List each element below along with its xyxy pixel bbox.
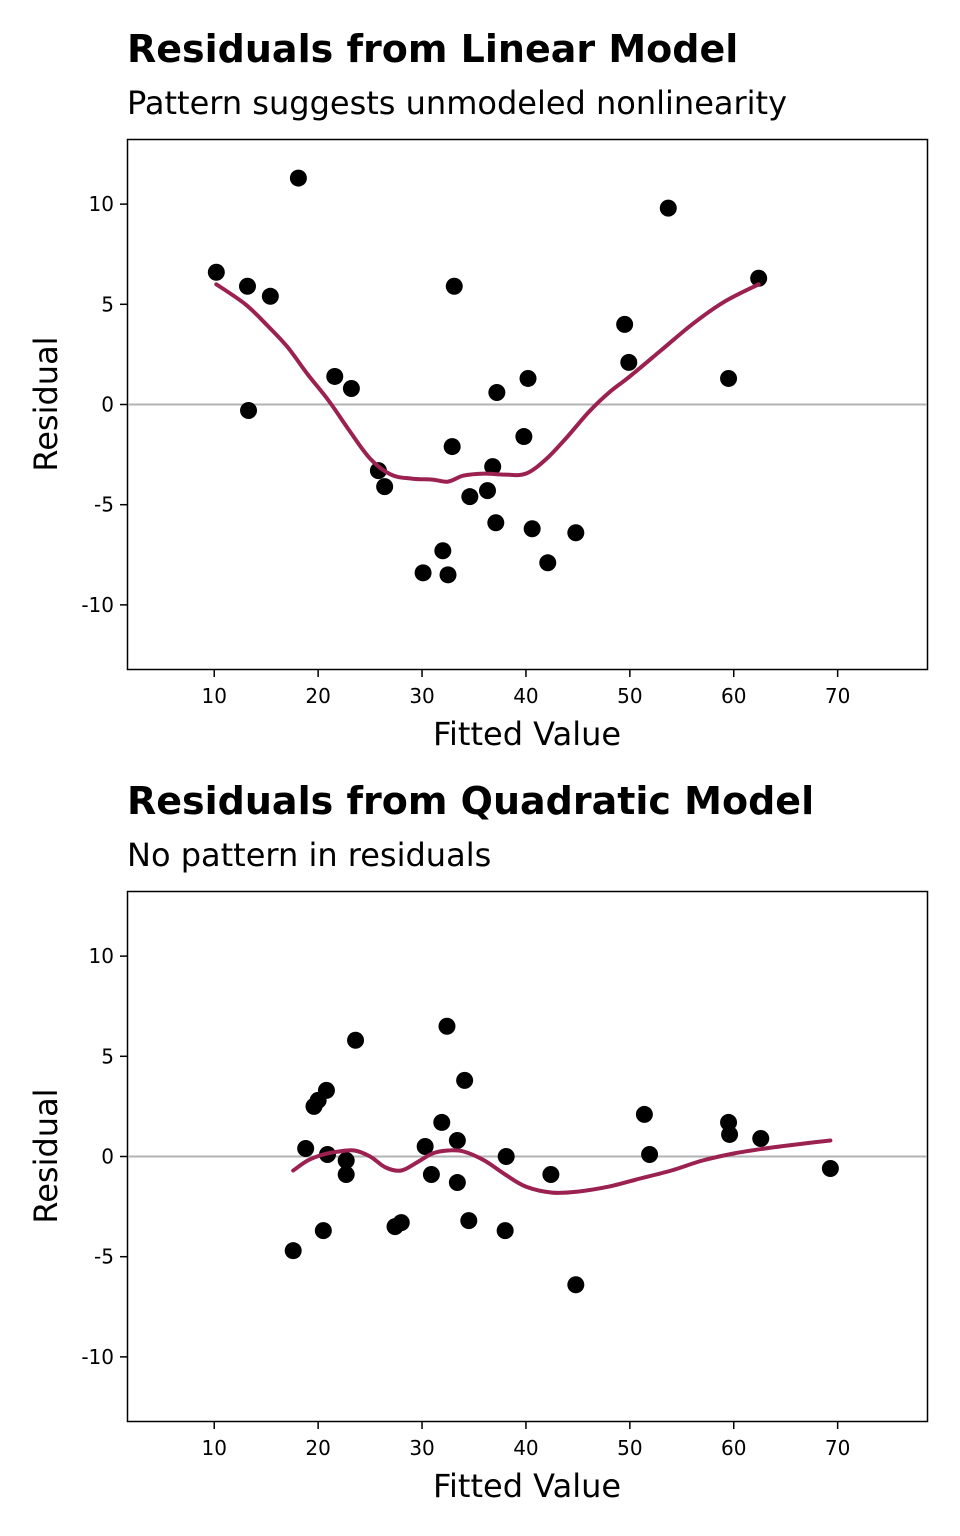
data-point <box>207 263 225 281</box>
data-point <box>720 369 738 387</box>
y-tick-label: -5 <box>94 493 114 517</box>
y-tick-label: 10 <box>89 944 114 968</box>
data-point <box>487 514 505 532</box>
data-point <box>289 169 307 187</box>
x-tick-label: 10 <box>202 1436 227 1460</box>
data-point <box>261 287 279 305</box>
data-point <box>635 1105 653 1123</box>
x-axis: 10 20 30 40 50 60 70 <box>202 669 850 708</box>
y-tick-label: 5 <box>101 292 114 316</box>
data-point <box>337 1152 355 1170</box>
data-point <box>620 353 638 371</box>
data-point <box>392 1214 410 1232</box>
data-point <box>416 1137 434 1155</box>
x-tick-label: 70 <box>825 1436 850 1460</box>
chart-subtitle: No pattern in residuals <box>127 836 491 874</box>
data-point <box>448 1131 466 1149</box>
x-tick-label: 30 <box>409 684 434 708</box>
data-point <box>488 383 506 401</box>
data-point <box>314 1222 332 1240</box>
data-point <box>422 1166 440 1184</box>
data-point <box>641 1145 659 1163</box>
x-tick-label: 40 <box>513 684 538 708</box>
data-point <box>284 1242 302 1260</box>
data-point <box>567 524 585 542</box>
data-point <box>456 1071 474 1089</box>
y-axis-title: Residual <box>27 336 65 471</box>
points <box>207 169 768 584</box>
chart-title: Residuals from Linear Model <box>127 27 738 71</box>
x-tick-label: 50 <box>617 684 642 708</box>
y-tick-label: 5 <box>101 1044 114 1068</box>
data-point <box>326 367 344 385</box>
data-point <box>484 458 502 476</box>
data-point <box>721 1125 739 1143</box>
x-tick-label: 70 <box>825 684 850 708</box>
data-point <box>750 269 768 287</box>
smooth-line <box>214 282 761 484</box>
points <box>284 1017 839 1294</box>
data-point <box>240 402 258 420</box>
data-point <box>567 1276 585 1294</box>
x-axis-title: Fitted Value <box>433 715 621 753</box>
data-point <box>369 462 387 480</box>
y-tick-label: 0 <box>101 393 114 417</box>
x-tick-label: 20 <box>305 1436 330 1460</box>
data-point <box>238 277 256 295</box>
y-axis-title: Residual <box>27 1088 65 1223</box>
y-axis: 10 5 0 -5 -10 <box>81 944 128 1369</box>
x-tick-label: 40 <box>513 1436 538 1460</box>
x-tick-label: 10 <box>202 684 227 708</box>
y-tick-label: -5 <box>94 1245 114 1269</box>
data-point <box>497 1148 515 1165</box>
data-point <box>496 1222 514 1240</box>
chart-subtitle: Pattern suggests unmodeled nonlinearity <box>127 84 787 122</box>
data-point <box>616 315 634 333</box>
data-point <box>515 428 533 446</box>
panel-linear-model: Residuals from Linear Model Pattern sugg… <box>27 27 929 753</box>
x-tick-label: 60 <box>721 684 746 708</box>
data-point <box>317 1081 335 1099</box>
chart-title: Residuals from Quadratic Model <box>127 779 814 823</box>
data-point <box>539 554 557 572</box>
y-tick-label: -10 <box>81 1345 114 1369</box>
x-tick-label: 60 <box>721 1436 746 1460</box>
data-point <box>519 369 537 387</box>
data-point <box>414 564 432 582</box>
data-point <box>434 542 452 560</box>
y-axis: 10 5 0 -5 -10 <box>81 192 128 617</box>
data-point <box>523 520 541 538</box>
data-point <box>752 1129 770 1147</box>
data-point <box>438 1017 456 1035</box>
x-tick-label: 50 <box>617 1436 642 1460</box>
data-point <box>439 566 457 584</box>
data-point <box>542 1166 560 1184</box>
data-point <box>461 488 479 506</box>
smooth-line <box>291 1138 833 1195</box>
x-tick-label: 20 <box>305 684 330 708</box>
data-point <box>448 1174 466 1192</box>
data-point <box>376 478 394 496</box>
x-axis: 10 20 30 40 50 60 70 <box>202 1421 850 1460</box>
y-tick-label: -10 <box>81 593 114 617</box>
data-point <box>433 1113 451 1131</box>
data-point <box>478 482 496 500</box>
data-point <box>821 1160 839 1178</box>
panel-quadratic-model: Residuals from Quadratic Model No patter… <box>27 779 929 1505</box>
x-axis-title: Fitted Value <box>433 1467 621 1505</box>
y-tick-label: 10 <box>89 192 114 216</box>
data-point <box>445 277 463 295</box>
data-point <box>297 1139 315 1157</box>
data-point <box>337 1166 355 1184</box>
x-tick-label: 30 <box>409 1436 434 1460</box>
y-tick-label: 0 <box>101 1145 114 1169</box>
data-point <box>443 438 461 456</box>
data-point <box>460 1212 478 1230</box>
data-point <box>342 379 360 397</box>
data-point <box>347 1031 365 1049</box>
data-point <box>659 199 677 217</box>
